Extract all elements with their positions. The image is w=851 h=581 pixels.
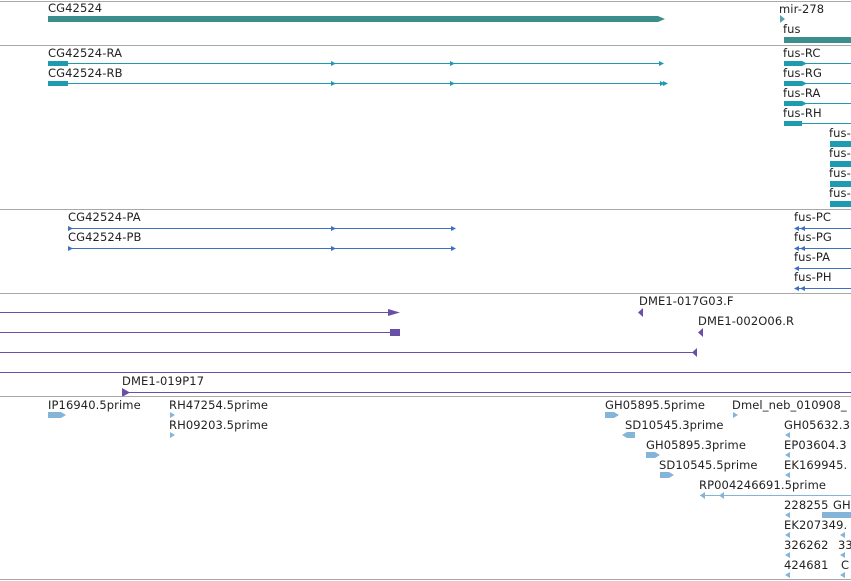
protein-label[interactable]: fus-PA — [794, 250, 831, 264]
est-label[interactable]: EK207349. — [784, 518, 848, 532]
track-separator — [0, 209, 851, 210]
est-label[interactable]: EP03604.3 — [784, 438, 847, 452]
gene-mir278-glyph[interactable] — [780, 15, 785, 23]
transcript-label[interactable]: fus-RG — [783, 66, 822, 80]
transcript-label[interactable]: CG42524-RB — [48, 66, 123, 80]
est-label[interactable]: RH47254.5prime — [169, 398, 269, 412]
est-glyphs[interactable] — [48, 412, 851, 578]
protein-label[interactable]: CG42524-PA — [68, 210, 141, 224]
gene-label[interactable]: CG42524 — [48, 1, 103, 15]
est-label[interactable]: 33 — [838, 538, 851, 552]
protein-cg42524-pb-glyph[interactable] — [68, 246, 456, 251]
transcript-label[interactable]: fus- — [829, 146, 851, 160]
est-label[interactable]: SD10545.5prime — [659, 458, 758, 472]
track-separator — [0, 396, 851, 397]
est-label[interactable]: RP004246691.5prime — [699, 478, 827, 492]
gene-cg42524-glyph[interactable] — [48, 16, 665, 22]
est-label[interactable]: 228255 — [784, 498, 829, 512]
transcript-fus-glyphs[interactable] — [784, 61, 851, 207]
est-label[interactable]: GH05632.3 — [784, 418, 851, 432]
est-label[interactable]: GH — [833, 498, 851, 512]
transcript-label[interactable]: fus-RA — [783, 86, 821, 100]
est-label[interactable]: GH05895.3prime — [646, 438, 747, 452]
est-label[interactable]: SD10545.3prime — [625, 418, 724, 432]
transcript-label[interactable]: fus- — [829, 126, 851, 140]
protein-fus-glyphs[interactable] — [794, 226, 851, 291]
transcript-label[interactable]: fus-RC — [783, 46, 821, 60]
protein-label[interactable]: CG42524-PB — [68, 230, 142, 244]
est-label[interactable]: GH05895.5prime — [605, 398, 706, 412]
protein-label[interactable]: fus-PG — [794, 230, 832, 244]
est-label[interactable]: Dmel_neb_010908_ — [732, 398, 847, 412]
gene-fus-glyph[interactable] — [784, 37, 851, 43]
transcript-label[interactable]: fus- — [829, 186, 851, 200]
clone-label[interactable]: DME1-019P17 — [122, 374, 205, 388]
transcript-label[interactable]: fus- — [829, 166, 851, 180]
clone-label[interactable]: DME1-002O06.R — [698, 314, 795, 328]
transcript-cg42524-rb-glyph[interactable] — [48, 81, 668, 86]
track-separator — [0, 1, 851, 2]
protein-label[interactable]: fus-PC — [794, 210, 832, 224]
est-label[interactable]: RH09203.5prime — [169, 418, 269, 432]
clone-label[interactable]: DME1-017G03.F — [639, 294, 734, 308]
protein-label[interactable]: fus-PH — [794, 270, 832, 284]
transcript-label[interactable]: fus-RH — [783, 106, 822, 120]
est-label[interactable]: IP16940.5prime — [48, 398, 141, 412]
transcript-cg42524-ra-glyph[interactable] — [48, 61, 664, 66]
est-label[interactable]: 326262 — [784, 538, 829, 552]
est-label[interactable]: C — [841, 558, 850, 572]
gene-label[interactable]: mir-278 — [779, 2, 825, 16]
est-label[interactable]: EK169945. — [784, 458, 848, 472]
est-label[interactable]: 424681 — [784, 558, 829, 572]
track-separator — [0, 45, 851, 46]
gene-label[interactable]: fus — [783, 22, 801, 36]
track-separator — [0, 293, 851, 294]
transcript-label[interactable]: CG42524-RA — [48, 46, 123, 60]
protein-cg42524-pa-glyph[interactable] — [68, 226, 456, 231]
clone-glyphs[interactable] — [0, 308, 851, 397]
track-separator — [0, 579, 851, 580]
